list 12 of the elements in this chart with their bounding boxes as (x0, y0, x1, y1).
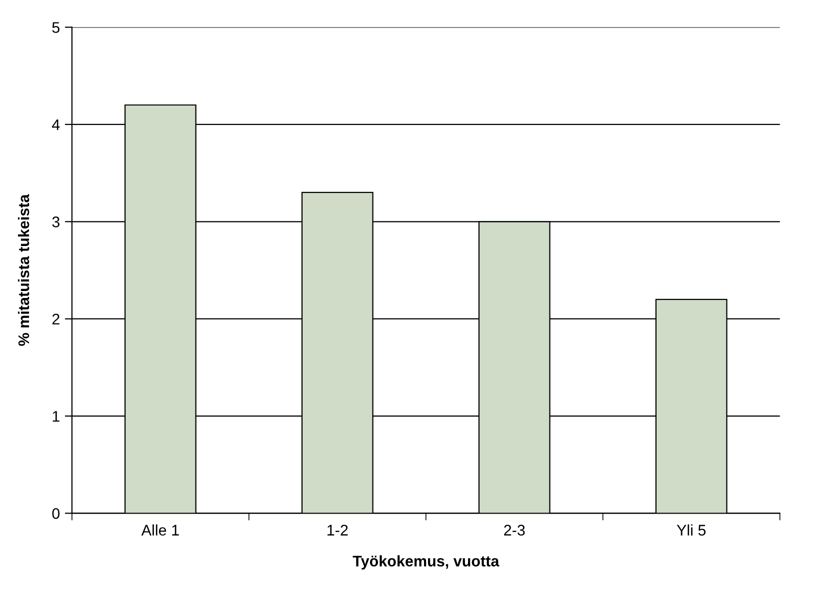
x-tick-label: 1-2 (328, 524, 348, 536)
y-tick-label: 4 (52, 119, 60, 130)
y-tick-label: 3 (52, 216, 60, 228)
y-axis-title: % mitatuista tukeista (18, 194, 30, 346)
y-tick-label: 5 (52, 22, 60, 33)
x-tick-label: Alle 1 (141, 524, 179, 536)
y-tick-label: 1 (52, 411, 60, 422)
y-tick-label: 2 (52, 314, 60, 324)
x-axis-title: Työkokemus, vuotta (352, 555, 500, 570)
x-tick-label: 2-3 (504, 524, 525, 536)
x-tick-label: Yli 5 (676, 524, 706, 536)
y-tick-label: 0 (52, 508, 60, 519)
